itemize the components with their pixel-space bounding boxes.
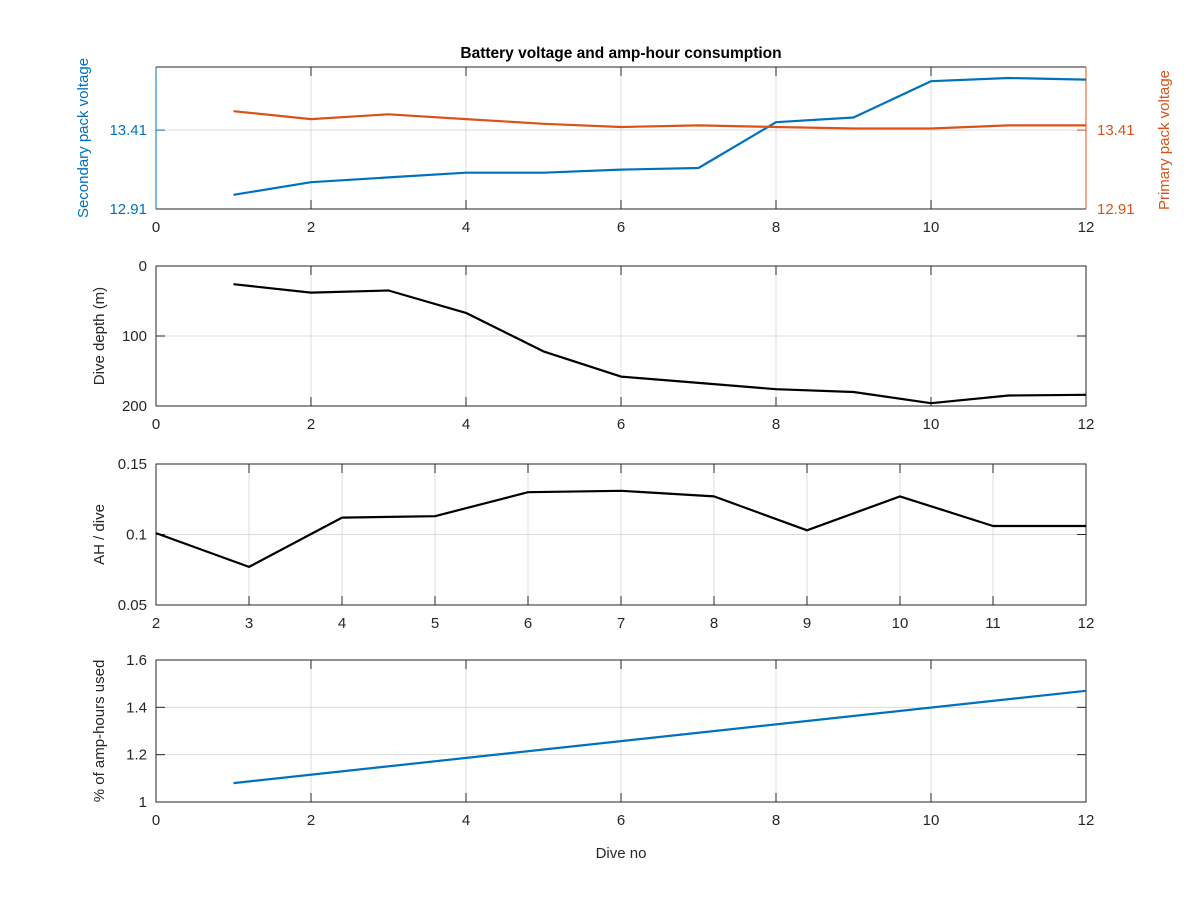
panel-2-x-tick-label: 12 bbox=[1078, 416, 1095, 433]
panel-3-y-tick-label: 0.05 bbox=[118, 597, 147, 614]
panel-4-x-tick-label: 8 bbox=[772, 812, 780, 829]
panel-4-y-tick-label: 1 bbox=[139, 794, 147, 811]
panel-3-y-axis-label: AH / dive bbox=[91, 504, 108, 565]
panel-3-x-tick-label: 2 bbox=[152, 615, 160, 632]
panel-2-x-tick-label: 10 bbox=[923, 416, 940, 433]
panel-3-x-tick-label: 9 bbox=[803, 615, 811, 632]
panel-3-series-line bbox=[155, 489, 1086, 569]
panel-1-x-tick-label: 2 bbox=[307, 219, 315, 236]
panel-3-x-tick-label: 4 bbox=[338, 615, 346, 632]
panel-1-x-tick-label: 6 bbox=[617, 219, 625, 236]
panel-4-x-tick-label: 10 bbox=[923, 812, 940, 829]
panel-3-x-tick-label: 5 bbox=[431, 615, 439, 632]
panel-1-y-tick-label: 13.41 bbox=[109, 122, 147, 139]
panel-1-x-tick-label: 12 bbox=[1078, 219, 1095, 236]
panel-1-x-tick-label: 10 bbox=[923, 219, 940, 236]
panel-3-axis-box bbox=[155, 463, 1087, 606]
panel-2-x-tick-label: 0 bbox=[152, 416, 160, 433]
x-axis-label: Dive no bbox=[596, 845, 647, 862]
panel-4-y-tick-label: 1.2 bbox=[126, 747, 147, 764]
panel-2-y-tick-label: 0 bbox=[139, 258, 147, 275]
panel-1-y-right-tick-label: 13.41 bbox=[1097, 122, 1135, 139]
panel-2-y-axis-label: Dive depth (m) bbox=[91, 287, 108, 385]
panel-1-x-tick-label: 8 bbox=[772, 219, 780, 236]
panel-4-x-tick-label: 12 bbox=[1078, 812, 1095, 829]
panel-4-x-tick-label: 6 bbox=[617, 812, 625, 829]
panel-3-y-tick-label: 0.1 bbox=[126, 527, 147, 544]
panel-2-series-line bbox=[233, 283, 1087, 405]
panel-2-x-tick-label: 2 bbox=[307, 416, 315, 433]
panel-4-x-tick-label: 0 bbox=[152, 812, 160, 829]
panel-2-y-tick-label: 200 bbox=[122, 398, 147, 415]
panel-1-y-right-tick-label: 12.91 bbox=[1097, 201, 1135, 218]
panel-3-y-tick-label: 0.15 bbox=[118, 456, 147, 473]
panel-4-x-tick-label: 2 bbox=[307, 812, 315, 829]
panel-1-y-tick-label: 12.91 bbox=[109, 201, 147, 218]
panel-3-x-tick-label: 7 bbox=[617, 615, 625, 632]
panel-4-y-axis-label: % of amp-hours used bbox=[91, 660, 108, 803]
panel-3-x-tick-label: 6 bbox=[524, 615, 532, 632]
panel-3-x-tick-label: 11 bbox=[985, 615, 1001, 632]
panel-1-y-axis-label: Secondary pack voltage bbox=[75, 58, 92, 218]
panel-4-series-line bbox=[233, 689, 1087, 785]
panel-3-x-tick-label: 3 bbox=[245, 615, 253, 632]
panel-2-axis-box bbox=[155, 265, 1087, 407]
panel-2-x-tick-label: 4 bbox=[462, 416, 470, 433]
primary-voltage-line bbox=[233, 110, 1086, 130]
panel-3-x-tick-label: 8 bbox=[710, 615, 718, 632]
panel-4-y-tick-label: 1.6 bbox=[126, 652, 147, 669]
chart-title: Battery voltage and amp-hour consumption bbox=[460, 45, 781, 62]
panel-4-y-tick-label: 1.4 bbox=[126, 699, 147, 716]
panel-2-x-tick-label: 8 bbox=[772, 416, 780, 433]
panel-4-axis-box bbox=[155, 659, 1087, 803]
panel-1-y-axis-label-right: Primary pack voltage bbox=[1156, 70, 1173, 210]
panel-1-x-tick-label: 4 bbox=[462, 219, 470, 236]
panel-1-x-tick-label: 0 bbox=[152, 219, 160, 236]
secondary-voltage-line bbox=[233, 76, 1087, 196]
panel-2-y-tick-label: 100 bbox=[122, 328, 147, 345]
panel-2-x-tick-label: 6 bbox=[617, 416, 625, 433]
panel-3-x-tick-label: 10 bbox=[892, 615, 909, 632]
panel-3-x-tick-label: 12 bbox=[1078, 615, 1095, 632]
panel-4-x-tick-label: 4 bbox=[462, 812, 470, 829]
